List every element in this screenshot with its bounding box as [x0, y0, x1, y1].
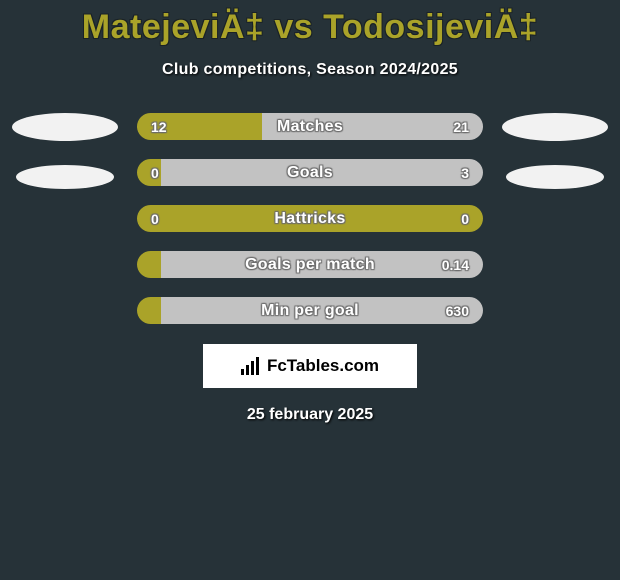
- stat-label: Goals: [287, 164, 333, 182]
- left-oval-column: [11, 113, 119, 213]
- player-placeholder-oval: [12, 113, 118, 141]
- stat-left-value: 0: [151, 165, 159, 181]
- player-placeholder-oval: [16, 165, 114, 189]
- stat-bar-row: 12 21 Matches: [137, 113, 483, 140]
- stat-bar-row: 630 Min per goal: [137, 297, 483, 324]
- brand-box[interactable]: FcTables.com: [203, 344, 417, 388]
- stat-bar-row: 000Hattricks: [137, 205, 483, 232]
- stat-label: Hattricks: [274, 210, 345, 228]
- brand-text: FcTables.com: [267, 356, 379, 376]
- stat-label: Goals per match: [245, 256, 375, 274]
- stat-bar-row: 0.14 Goals per match: [137, 251, 483, 278]
- stat-bar-row: 0 3 Goals: [137, 159, 483, 186]
- stat-bar-left: 0: [137, 159, 161, 186]
- stat-bar-left: 12: [137, 113, 262, 140]
- comparison-widget: MatejeviÄ‡ vs TodosijeviÄ‡ Club competit…: [0, 0, 620, 424]
- stat-left-value: 12: [151, 119, 167, 135]
- date-text: 25 february 2025: [0, 406, 620, 424]
- stat-left-value: 0: [151, 211, 159, 227]
- stat-bar-left: [137, 251, 161, 278]
- stat-right-value: 21: [453, 119, 469, 135]
- player-placeholder-oval: [506, 165, 604, 189]
- stat-right-value: 630: [446, 303, 469, 319]
- right-oval-column: [501, 113, 609, 213]
- stat-bars: 1221Matches03Goals000Hattricks0.14Goals …: [137, 113, 483, 324]
- stat-label: Min per goal: [261, 302, 359, 320]
- stat-right-value: 0: [461, 211, 469, 227]
- page-title: MatejeviÄ‡ vs TodosijeviÄ‡: [0, 8, 620, 47]
- stat-bar-left: [137, 297, 161, 324]
- stats-block: 1221Matches03Goals000Hattricks0.14Goals …: [0, 113, 620, 324]
- stat-right-value: 3: [461, 165, 469, 181]
- fctables-logo-icon: [241, 357, 263, 375]
- stat-label: Matches: [277, 118, 343, 136]
- stat-right-value: 0.14: [442, 257, 469, 273]
- player-placeholder-oval: [502, 113, 608, 141]
- subtitle: Club competitions, Season 2024/2025: [0, 61, 620, 79]
